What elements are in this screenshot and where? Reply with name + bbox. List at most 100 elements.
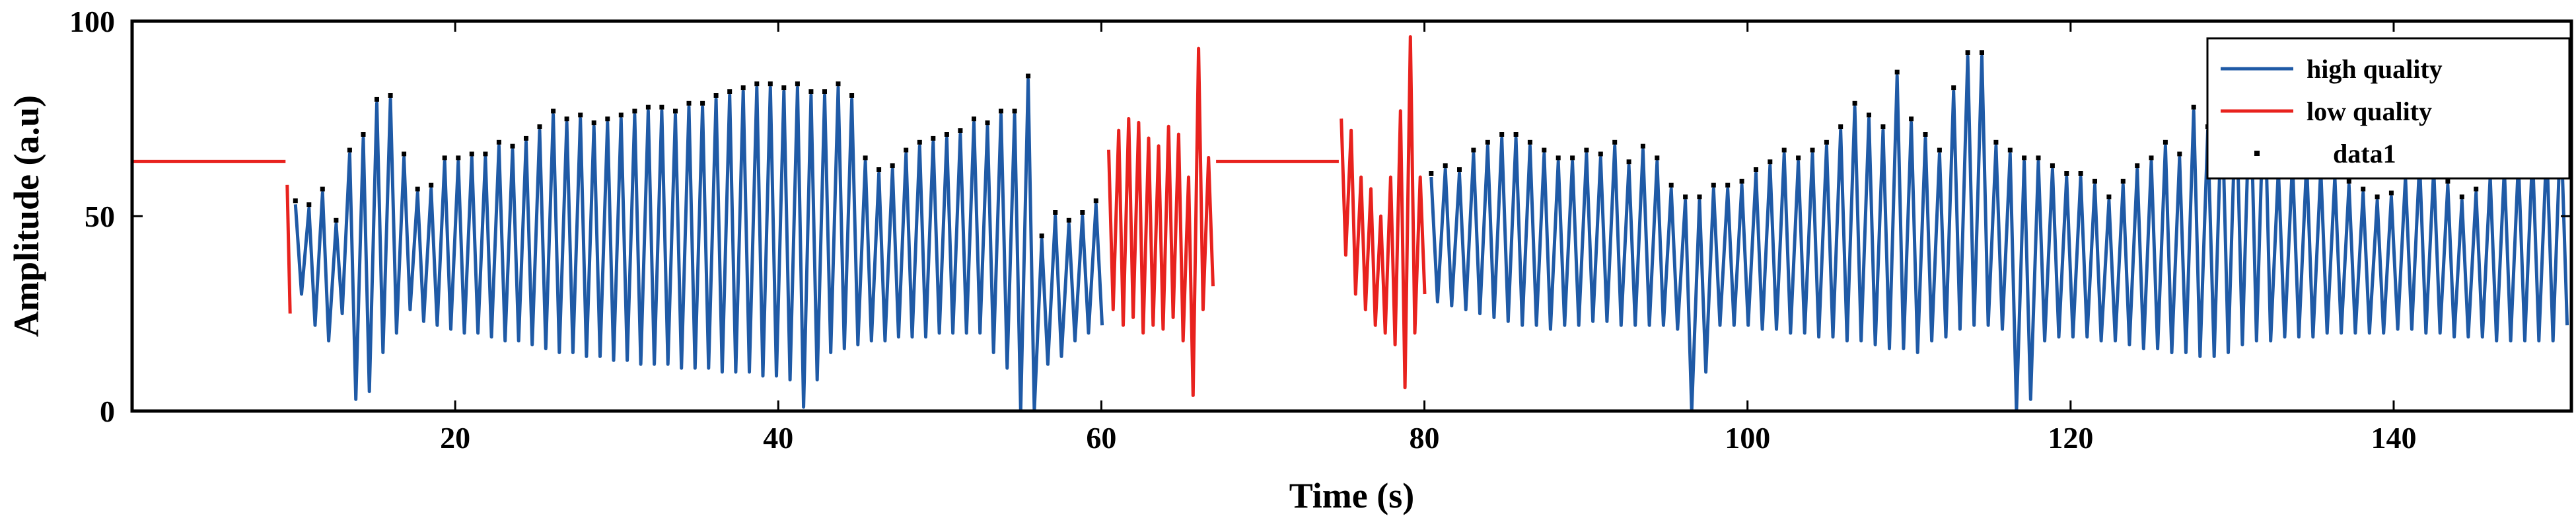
peak-marker <box>1951 85 1956 91</box>
peak-marker <box>1584 147 1589 153</box>
peak-marker <box>1923 132 1928 137</box>
x-tick-label: 20 <box>440 421 470 455</box>
peak-marker <box>999 108 1003 114</box>
peak-marker <box>985 120 990 126</box>
plot-lines <box>132 35 2569 413</box>
peak-marker <box>2191 104 2196 110</box>
peak-marker <box>2078 171 2083 176</box>
peak-marker <box>618 112 624 118</box>
peak-marker <box>713 93 719 98</box>
peak-marker <box>2036 155 2041 161</box>
peak-marker <box>1852 100 1857 106</box>
peak-marker <box>1894 69 1900 75</box>
peak-marker <box>877 167 882 172</box>
peak-marker <box>1457 167 1462 172</box>
peak-marker <box>645 104 651 110</box>
peak-marker <box>1570 155 1575 161</box>
y-tick-label: 100 <box>69 5 115 38</box>
peak-marker <box>904 147 909 153</box>
peak-marker <box>1429 171 1434 176</box>
x-tick-label: 60 <box>1086 421 1116 455</box>
peak-marker <box>890 163 895 169</box>
peak-marker <box>2163 139 2168 145</box>
peak-marker <box>1980 50 1984 56</box>
peak-marker <box>1542 147 1547 153</box>
peak-marker <box>306 202 312 207</box>
x-tick-label: 140 <box>2371 421 2416 455</box>
peak-marker <box>1513 132 1519 137</box>
peak-marker <box>320 186 325 192</box>
peak-marker <box>863 155 868 161</box>
y-tick-label: 50 <box>85 200 115 233</box>
peak-marker <box>1668 182 1674 188</box>
peak-marker <box>564 116 569 122</box>
x-axis-label: Time (s) <box>1289 476 1414 515</box>
peak-marker <box>1640 143 1645 149</box>
peak-marker <box>591 120 596 126</box>
peak-marker <box>2177 151 2182 157</box>
peak-marker <box>1527 139 1532 145</box>
peak-marker <box>1867 112 1871 118</box>
peak-marker <box>2375 194 2380 200</box>
x-tick-label: 40 <box>763 421 793 455</box>
peak-marker <box>1066 217 1071 223</box>
peak-marker <box>361 132 366 137</box>
peak-marker <box>740 85 746 91</box>
peak-marker <box>1556 155 1561 161</box>
peak-marker <box>1937 147 1942 153</box>
peak-marker <box>1080 210 1085 215</box>
x-tick-label: 100 <box>1725 421 1770 455</box>
peak-marker <box>2459 194 2464 200</box>
peak-marker <box>2007 147 2013 153</box>
peak-marker <box>1093 198 1098 204</box>
peak-marker <box>2346 178 2351 184</box>
peak-marker <box>605 116 610 122</box>
peak-marker <box>415 186 420 192</box>
x-tick-label: 120 <box>2048 421 2093 455</box>
peak-marker <box>1796 155 1801 161</box>
peak-marker <box>1810 147 1815 153</box>
peak-marker <box>808 89 814 94</box>
peak-marker <box>1485 139 1490 145</box>
series-line-low-quality <box>1340 35 1427 390</box>
peak-marker <box>659 104 664 110</box>
peak-marker <box>1824 139 1829 145</box>
peak-marker <box>1598 151 1603 157</box>
peak-marker <box>781 85 787 91</box>
peak-marker <box>442 155 447 161</box>
peak-marker <box>2361 186 2366 192</box>
series-line-low-quality <box>1107 46 1215 397</box>
peak-marker <box>917 139 922 145</box>
peak-marker <box>469 151 474 157</box>
peak-marker <box>496 139 501 145</box>
peak-marker <box>1838 124 1843 130</box>
legend-label-data1: data1 <box>2333 139 2396 169</box>
series-line-high-quality <box>1429 54 2569 413</box>
peak-marker <box>2388 190 2394 196</box>
peak-marker <box>402 151 407 157</box>
peak-marker <box>1039 233 1044 239</box>
series-line-low-quality <box>285 184 292 314</box>
peak-marker <box>673 108 678 114</box>
peak-marker <box>686 100 692 106</box>
peak-marker <box>483 151 488 157</box>
peak-marker <box>2050 163 2055 169</box>
y-axis-label: Amplitude (a.u) <box>7 95 46 337</box>
peak-marker <box>958 128 963 133</box>
peak-marker <box>972 116 976 122</box>
peak-marker <box>768 81 773 87</box>
peak-marker <box>551 108 556 114</box>
peak-marker <box>1880 124 1886 130</box>
y-tick-label: 0 <box>100 395 115 428</box>
peak-marker <box>1739 178 1744 184</box>
x-axis: 20 40 60 80 100 120 140 <box>440 21 2416 455</box>
peak-marker <box>2093 178 2097 184</box>
peak-marker <box>1612 139 1618 145</box>
peak-marker <box>578 112 583 118</box>
peak-marker <box>2106 194 2112 200</box>
peak-marker <box>822 89 827 94</box>
peak-marker <box>388 93 393 98</box>
peak-marker <box>1697 194 1702 200</box>
